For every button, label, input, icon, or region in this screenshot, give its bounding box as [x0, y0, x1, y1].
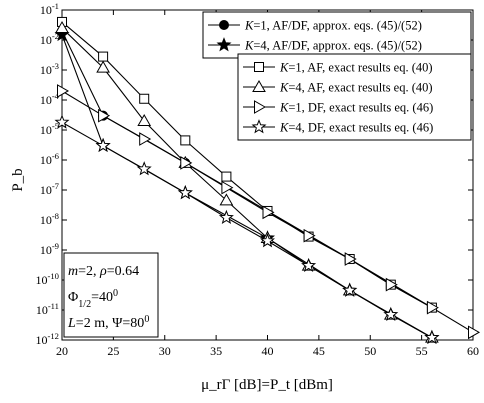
marker-open-triangle-right	[468, 325, 481, 340]
marker-open-triangle-right	[344, 252, 357, 266]
marker-open-triangle-up	[137, 113, 152, 126]
marker-open-triangle-right	[139, 132, 152, 146]
y-tick-label: 10-6	[40, 151, 60, 167]
y-tick-label: 10-7	[40, 181, 60, 197]
legend-box	[202, 11, 472, 59]
marker-open-triangle-up	[55, 21, 69, 34]
annotation-line: m=2, ρ=0.64	[68, 264, 139, 279]
annotation-line: L=2 m, Ψ=800	[67, 314, 149, 332]
marker-open-star	[383, 306, 399, 322]
x-tick-label: 20	[56, 344, 68, 358]
marker-open-triangle-up	[96, 60, 110, 73]
legend-lower: K=1, AF, exact results eq. (40) K=4, AF, …	[237, 53, 472, 141]
series-line-5	[61, 121, 433, 339]
legend-label: K=4, AF, exact results eq. (40)	[279, 81, 433, 95]
legend-label: K=4, AF/DF, approx. eqs. (45)/(52)	[244, 39, 422, 53]
legend-box	[237, 53, 472, 141]
marker-open-star	[136, 161, 152, 176]
x-tick-label: 40	[262, 344, 274, 358]
y-tick-label: 10-10	[36, 271, 60, 287]
legend-label: K=1, DF, exact results eq. (46)	[279, 101, 433, 115]
marker-open-square	[139, 93, 150, 104]
marker-open-triangle-right	[57, 84, 70, 98]
legend-label: K=1, AF, exact results eq. (40)	[279, 61, 433, 75]
x-tick-label: 25	[107, 344, 119, 358]
y-tick-label: 10-2	[40, 31, 59, 47]
y-axis-label: P_b	[10, 168, 26, 191]
marker-open-triangle-right	[262, 205, 275, 220]
marker-open-triangle-up	[219, 193, 234, 206]
parameter-annotation: m=2, ρ=0.64 Φ1/2=400 L=2 m, Ψ=800	[63, 252, 159, 338]
marker-open-star	[218, 209, 234, 224]
marker-open-star	[301, 257, 317, 273]
x-tick-label: 35	[210, 344, 222, 358]
axis-ticks: 20 25 30 35 40 45 50 55 60 10-12 10-11 10-10 10-9 10-…	[36, 1, 480, 358]
marker-open-star	[95, 137, 111, 153]
marker-open-square	[254, 62, 264, 72]
series-markers	[54, 16, 481, 344]
marker-open-square	[221, 171, 232, 182]
x-tick-label: 60	[467, 344, 479, 358]
marker-filled-star	[216, 37, 232, 52]
y-tick-label: 10-12	[36, 331, 60, 347]
y-tick-label: 10-11	[36, 301, 59, 317]
legend-label: K=4, DF, exact results eq. (46)	[279, 121, 433, 135]
marker-open-star	[424, 329, 440, 344]
x-tick-label: 30	[159, 344, 171, 358]
marker-open-triangle-right	[385, 277, 398, 292]
marker-open-star	[260, 233, 275, 248]
marker-open-triangle-right	[303, 228, 316, 243]
legend-label: K=1, AF/DF, approx. eqs. (45)/(52)	[244, 19, 422, 33]
marker-open-triangle-right	[254, 100, 267, 114]
x-tick-label: 50	[364, 344, 376, 358]
y-tick-label: 10-8	[40, 211, 59, 227]
y-tick-label: 10-3	[40, 61, 59, 77]
marker-open-star	[251, 119, 267, 134]
annotation-line: Φ1/2=400	[68, 288, 118, 310]
x-axis-label: μ_rΓ [dB]=P_t [dBm]	[201, 377, 333, 393]
marker-open-triangle-right	[221, 180, 234, 195]
y-tick-label: 10-1	[40, 1, 59, 17]
y-tick-label: 10-9	[40, 241, 59, 257]
marker-open-triangle-right	[98, 108, 111, 123]
legend-upper: K=1, AF/DF, approx. eqs. (45)/(52) K=4, A…	[202, 11, 472, 59]
x-tick-label: 45	[313, 344, 325, 358]
y-tick-label: 10-4	[40, 91, 60, 107]
annotation-box	[63, 252, 159, 338]
x-tick-label: 55	[416, 344, 428, 358]
marker-open-triangle-right	[180, 156, 193, 170]
marker-open-square	[180, 135, 191, 146]
marker-open-triangle-up	[252, 79, 266, 92]
marker-open-triangle-right	[426, 300, 439, 315]
marker-open-square	[98, 51, 109, 62]
y-tick-label: 10-5	[40, 121, 59, 137]
marker-open-star	[54, 114, 70, 129]
marker-filled-circle	[219, 20, 229, 30]
marker-open-star	[177, 185, 193, 200]
marker-open-star	[342, 282, 358, 297]
